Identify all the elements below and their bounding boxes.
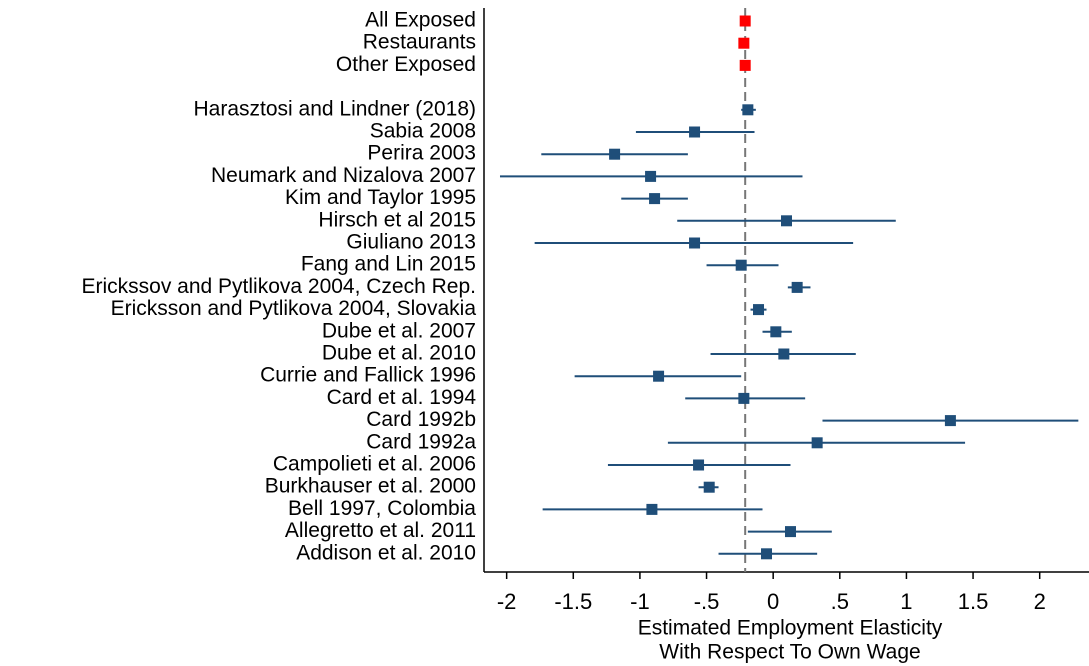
x-tick-label: .5 xyxy=(831,589,849,614)
row-label: Burkhauser et al. 2000 xyxy=(265,475,476,498)
point-estimate xyxy=(753,304,765,316)
row-label: Harasztosi and Lindner (2018) xyxy=(194,97,477,120)
point-estimate xyxy=(784,526,796,538)
x-tick-label: 0 xyxy=(767,589,779,614)
point-estimate xyxy=(739,15,751,27)
point-estimate xyxy=(735,259,747,271)
row-label: Card 1992b xyxy=(366,408,476,431)
point-estimate xyxy=(791,281,803,293)
row-label: Restaurants xyxy=(363,31,476,54)
x-tick-label: -1 xyxy=(630,589,650,614)
row-label: Allegretto et al. 2011 xyxy=(285,519,476,542)
row-label: Giuliano 2013 xyxy=(346,231,476,254)
row-label: Currie and Fallick 1996 xyxy=(260,364,476,387)
row-label: Fang and Lin 2015 xyxy=(301,253,476,276)
row-label: Ericksson and Pytlikova 2004, Slovakia xyxy=(111,297,477,320)
point-estimate xyxy=(649,193,661,205)
point-estimate xyxy=(742,104,754,116)
row-label: Addison et al. 2010 xyxy=(296,541,476,564)
point-estimate xyxy=(778,348,790,360)
point-estimate xyxy=(645,170,657,182)
x-tick-label: 1 xyxy=(900,589,912,614)
x-tick-label: 2 xyxy=(1034,589,1046,614)
point-estimate xyxy=(811,437,823,449)
row-label: Card et al. 1994 xyxy=(327,386,477,409)
point-estimate xyxy=(703,481,715,493)
point-estimate xyxy=(689,126,701,138)
row-label: Sabia 2008 xyxy=(370,120,476,143)
point-estimate xyxy=(738,37,750,49)
row-label: Dube et al. 2010 xyxy=(322,342,476,365)
point-estimate xyxy=(944,415,956,427)
x-axis-title: Estimated Employment Elasticity xyxy=(638,617,943,640)
x-tick-label: -.5 xyxy=(694,589,720,614)
point-estimate xyxy=(609,148,621,160)
x-tick-label: 1.5 xyxy=(958,589,989,614)
point-estimate xyxy=(781,215,792,227)
point-estimate xyxy=(693,459,705,471)
point-estimate xyxy=(739,59,751,71)
row-label: Perira 2003 xyxy=(367,142,476,165)
point-estimate xyxy=(761,548,773,560)
point-estimate xyxy=(653,370,665,382)
row-label: Kim and Taylor 1995 xyxy=(285,186,476,209)
row-label: Neumark and Nizalova 2007 xyxy=(211,164,476,187)
row-label: Bell 1997, Colombia xyxy=(288,497,476,520)
point-estimate xyxy=(646,503,658,515)
row-label: Campolieti et al. 2006 xyxy=(273,453,476,476)
x-tick-label: -1.5 xyxy=(554,589,592,614)
row-label: Hirsch et al 2015 xyxy=(318,208,476,231)
row-label: Erickssov and Pytlikova 2004, Czech Rep. xyxy=(81,275,476,298)
point-estimate xyxy=(770,326,782,338)
point-estimate xyxy=(689,237,701,249)
x-tick-label: -2 xyxy=(497,589,517,614)
row-label: Dube et al. 2007 xyxy=(322,319,476,342)
row-label: All Exposed xyxy=(365,9,476,32)
row-label: Card 1992a xyxy=(366,430,476,453)
point-estimate xyxy=(738,392,750,404)
row-label: Other Exposed xyxy=(336,53,476,76)
x-axis-title: With Respect To Own Wage xyxy=(659,641,920,664)
